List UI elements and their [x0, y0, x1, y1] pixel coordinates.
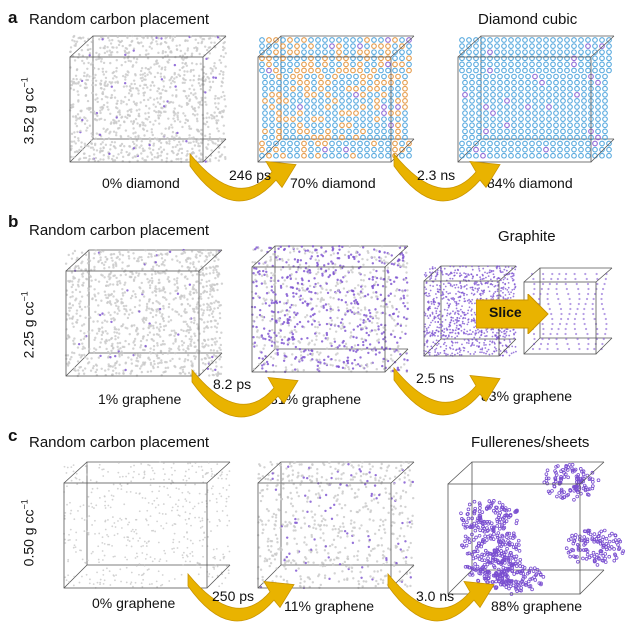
transition-arrow — [387, 572, 495, 622]
atom-box-intermediate — [256, 460, 415, 590]
stage-caption: 88% graphene — [491, 598, 583, 614]
stage-caption: 31% graphene — [270, 391, 362, 407]
transition-arrow — [189, 152, 297, 202]
right-title: Graphite — [498, 228, 556, 245]
panel-title: Random carbon placement — [29, 434, 210, 451]
stage-caption: 84% diamond — [487, 175, 573, 191]
stage-caption: 0% diamond — [102, 175, 180, 191]
stage-caption: 70% diamond — [290, 175, 376, 191]
slice-arrow — [476, 294, 549, 334]
stage-caption: 11% graphene — [284, 598, 375, 614]
density-label: 3.52 g cc−1 — [19, 77, 37, 145]
density-label: 2.25 g cc−1 — [19, 291, 37, 359]
atom-box-final — [457, 35, 615, 163]
time-label: 246 ps — [229, 167, 272, 183]
transition-arrow — [393, 152, 501, 202]
time-label: 8.2 ps — [213, 376, 252, 392]
panel-a: a Random carbon placement Diamond cubic … — [0, 0, 627, 210]
atom-box-intermediate — [250, 244, 409, 374]
transition-arrow — [187, 572, 295, 622]
panel-title: Random carbon placement — [29, 11, 210, 28]
panel-c: c Random carbon placement Fullerenes/she… — [0, 420, 627, 630]
time-label: 3.0 ns — [416, 588, 455, 604]
transition-arrow — [191, 368, 299, 418]
right-title: Fullerenes/sheets — [471, 434, 590, 451]
time-label: 2.3 ns — [417, 167, 456, 183]
stage-caption: 83% graphene — [481, 388, 573, 404]
slice-label: Slice — [489, 304, 522, 320]
panel-letter: c — [8, 426, 18, 445]
panel-title: Random carbon placement — [29, 222, 210, 239]
time-label: 250 ps — [212, 588, 255, 604]
panel-b: b Random carbon placement Graphite 2.25 … — [0, 208, 627, 418]
panel-letter: a — [8, 8, 18, 27]
density-label: 0.50 g cc−1 — [19, 499, 37, 567]
time-label: 2.5 ns — [416, 370, 455, 386]
atom-box-initial — [63, 461, 231, 589]
atom-box-initial — [68, 34, 227, 164]
atom-box-final — [447, 461, 626, 596]
atom-box-initial — [64, 248, 224, 378]
atom-box-intermediate — [257, 35, 415, 163]
panel-letter: b — [8, 212, 19, 231]
right-title: Diamond cubic — [478, 11, 578, 28]
transition-arrow — [393, 366, 501, 416]
stage-caption: 0% graphene — [92, 595, 176, 611]
stage-caption: 1% graphene — [98, 391, 182, 407]
